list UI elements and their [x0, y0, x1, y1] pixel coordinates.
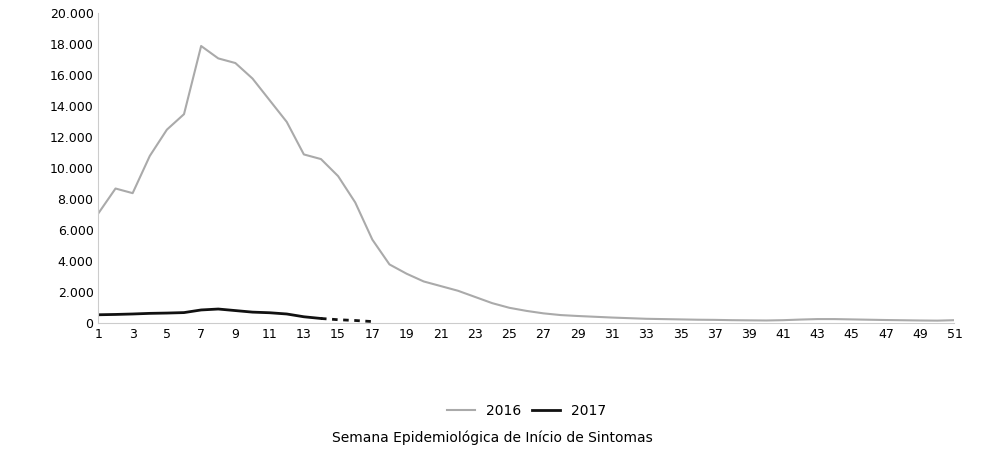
Text: Semana Epidemiológica de Início de Sintomas: Semana Epidemiológica de Início de Sinto…	[332, 430, 652, 445]
Legend: 2016, 2017: 2016, 2017	[441, 398, 612, 423]
